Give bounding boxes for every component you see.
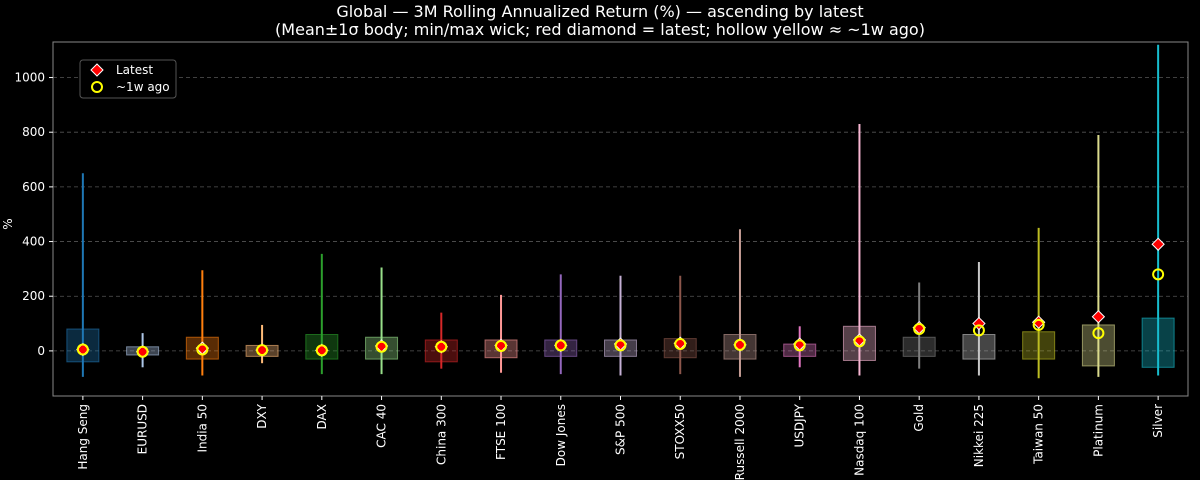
series-taiwan-50 — [1022, 227, 1056, 379]
y-tick-label: 200 — [22, 289, 45, 303]
series-s-p-500 — [604, 275, 637, 376]
week-ago-marker — [375, 340, 388, 353]
week-ago-marker — [256, 344, 269, 357]
x-tick-label: DAX — [315, 404, 329, 429]
x-tick-label: Nasdaq 100 — [852, 404, 866, 476]
x-tick-label: EURUSD — [136, 404, 150, 454]
series-cac-40 — [365, 267, 399, 375]
latest-marker — [972, 316, 986, 331]
week-ago-marker — [315, 344, 328, 357]
latest-marker — [1031, 315, 1046, 329]
x-axis: Hang Seng EURUSD India 50 DXY DAX CAC 40 China… — [76, 396, 1165, 480]
week-ago-marker — [913, 323, 926, 336]
week-ago-marker — [196, 343, 209, 356]
series-usdjpy — [783, 326, 817, 368]
legend-week-ago-label: ~1w ago — [116, 80, 170, 94]
series-gold — [902, 282, 936, 369]
x-tick-label: Dow Jones — [554, 404, 568, 466]
x-tick-label: DXY — [255, 403, 269, 428]
x-tick-label: Gold — [912, 404, 926, 432]
body — [1022, 331, 1056, 360]
week-ago-marker — [1152, 268, 1165, 281]
week-ago-marker — [674, 338, 687, 351]
series-dxy — [245, 324, 279, 364]
series-dow-jones — [544, 274, 578, 375]
week-ago-marker — [793, 339, 806, 352]
legend: Latest ~1w ago — [79, 59, 177, 99]
series-nasdaq-100 — [842, 124, 876, 376]
y-tick-label: 1000 — [14, 71, 45, 85]
week-ago-marker — [435, 340, 448, 353]
series-platinum — [1081, 134, 1115, 377]
series-nikkei-225 — [962, 262, 996, 376]
y-axis-label: % — [1, 218, 15, 229]
series-china-300 — [424, 312, 458, 369]
series-eurusd — [126, 333, 160, 368]
week-ago-marker — [733, 338, 746, 351]
x-tick-label: China 300 — [434, 404, 448, 465]
week-ago-marker — [136, 345, 149, 358]
series-stoxx50 — [663, 275, 697, 375]
x-tick-label: USDJPY — [793, 403, 807, 447]
x-tick-label: STOXX50 — [673, 404, 687, 459]
latest-marker — [1151, 237, 1165, 251]
series-layer — [66, 44, 1175, 379]
body — [962, 333, 996, 360]
week-ago-marker — [614, 339, 627, 352]
week-ago-marker — [554, 339, 567, 352]
x-tick-label: FTSE 100 — [494, 404, 508, 460]
body — [1081, 324, 1115, 367]
series-dax — [305, 253, 339, 375]
week-ago-marker — [1032, 318, 1045, 331]
y-axis: 0 200 400 600 800 1000 — [14, 71, 53, 358]
y-tick-label: 800 — [22, 125, 45, 139]
series-ftse-100 — [484, 294, 518, 373]
x-tick-label: Hang Seng — [76, 404, 90, 470]
x-tick-label: Nikkei 225 — [972, 404, 986, 467]
y-tick-label: 400 — [22, 235, 45, 249]
legend-diamond-icon — [90, 63, 104, 77]
x-tick-label: India 50 — [195, 404, 209, 453]
series-silver — [1141, 44, 1175, 376]
latest-marker — [1091, 310, 1106, 324]
chart-title: Global — 3M Rolling Annualized Return (%… — [336, 2, 864, 21]
week-ago-marker — [853, 335, 866, 348]
legend-hollow-circle-icon — [91, 81, 103, 93]
week-ago-marker — [972, 324, 985, 337]
body — [902, 336, 936, 357]
series-hang-seng — [66, 173, 100, 377]
x-tick-label: Silver — [1151, 404, 1165, 438]
y-tick-label: 0 — [37, 344, 45, 358]
series-india-50 — [185, 270, 219, 376]
x-tick-label: Russell 2000 — [733, 404, 747, 480]
week-ago-marker — [1092, 327, 1105, 340]
series-russell-2000 — [723, 229, 757, 377]
x-tick-label: Taiwan 50 — [1032, 404, 1046, 465]
x-tick-label: CAC 40 — [375, 404, 389, 448]
y-tick-label: 600 — [22, 180, 45, 194]
x-tick-label: S&P 500 — [614, 404, 628, 455]
week-ago-marker — [76, 343, 89, 356]
legend-latest-label: Latest — [116, 63, 153, 77]
body — [1141, 317, 1175, 368]
chart-subtitle: (Mean±1σ body; min/max wick; red diamond… — [275, 20, 925, 39]
week-ago-marker — [495, 339, 508, 352]
x-tick-label: Platinum — [1091, 404, 1105, 457]
legend-frame — [79, 59, 177, 99]
